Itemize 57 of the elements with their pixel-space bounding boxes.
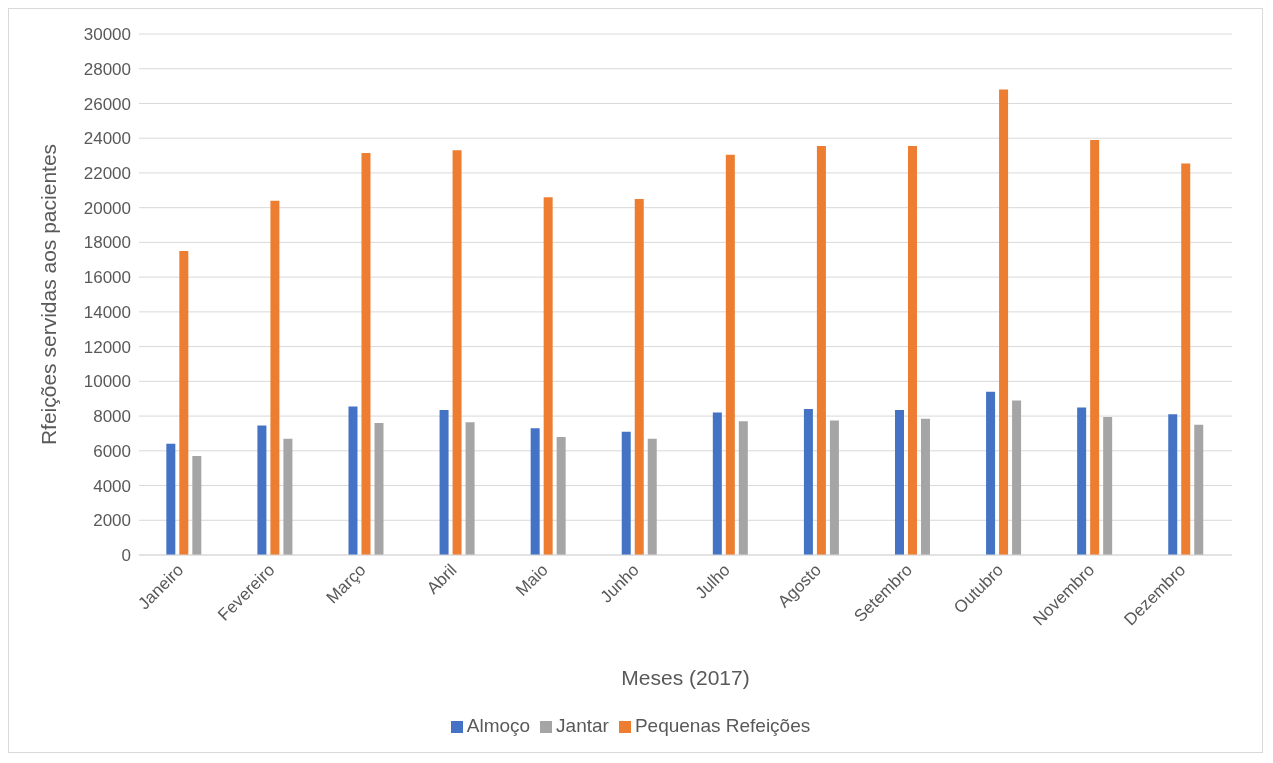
y-tick-label: 26000 — [83, 94, 131, 114]
bar — [543, 197, 553, 555]
bar — [1168, 414, 1178, 555]
bar — [829, 420, 839, 555]
bar — [920, 418, 930, 555]
bar — [634, 198, 644, 555]
bar — [712, 412, 722, 555]
bar — [1103, 416, 1113, 555]
bar — [530, 428, 540, 555]
bar — [725, 154, 735, 555]
bar — [270, 200, 280, 555]
y-tick-label: 28000 — [83, 59, 131, 79]
bar — [1194, 424, 1204, 555]
bar — [348, 406, 358, 555]
y-tick-label: 14000 — [83, 302, 131, 322]
bar — [257, 425, 267, 555]
y-tick-label: 24000 — [83, 129, 131, 149]
y-tick-label: 30000 — [83, 25, 131, 45]
legend-label: Jantar — [556, 715, 609, 736]
y-tick-label: 18000 — [83, 233, 131, 253]
bar — [556, 436, 566, 555]
bar — [1077, 407, 1087, 555]
y-tick-label: 2000 — [93, 511, 131, 531]
legend-label: Pequenas Refeições — [634, 715, 811, 736]
bar — [465, 422, 475, 555]
y-tick-label: 20000 — [83, 198, 131, 218]
bar — [738, 421, 748, 555]
y-tick-label: 0 — [121, 546, 131, 566]
bar — [283, 438, 293, 555]
bar — [894, 409, 904, 555]
y-tick-label: 6000 — [93, 441, 131, 461]
y-tick-label: 12000 — [83, 337, 131, 357]
y-tick-label: 8000 — [93, 407, 131, 427]
y-axis-title: Rfeições servidas aos pacientes — [37, 143, 61, 446]
y-tick-label: 22000 — [83, 163, 131, 183]
bar — [166, 443, 176, 555]
bar — [907, 146, 917, 555]
bar — [816, 146, 826, 555]
y-tick-label: 16000 — [83, 268, 131, 288]
bar — [1181, 163, 1191, 555]
bar — [986, 391, 996, 555]
legend-label: Almoço — [466, 715, 531, 736]
y-tick-label: 4000 — [93, 476, 131, 496]
bar — [361, 152, 371, 555]
x-axis-title: Meses (2017) — [621, 666, 750, 689]
bar — [621, 431, 631, 555]
bar — [1012, 400, 1022, 555]
bar — [803, 409, 813, 555]
bar — [452, 150, 462, 555]
bar — [439, 409, 449, 555]
bar — [179, 251, 189, 555]
bar — [647, 438, 657, 555]
bar — [1090, 139, 1100, 555]
y-tick-label: 10000 — [83, 372, 131, 392]
bar — [374, 423, 384, 555]
bar — [999, 89, 1009, 555]
bar — [192, 456, 202, 555]
